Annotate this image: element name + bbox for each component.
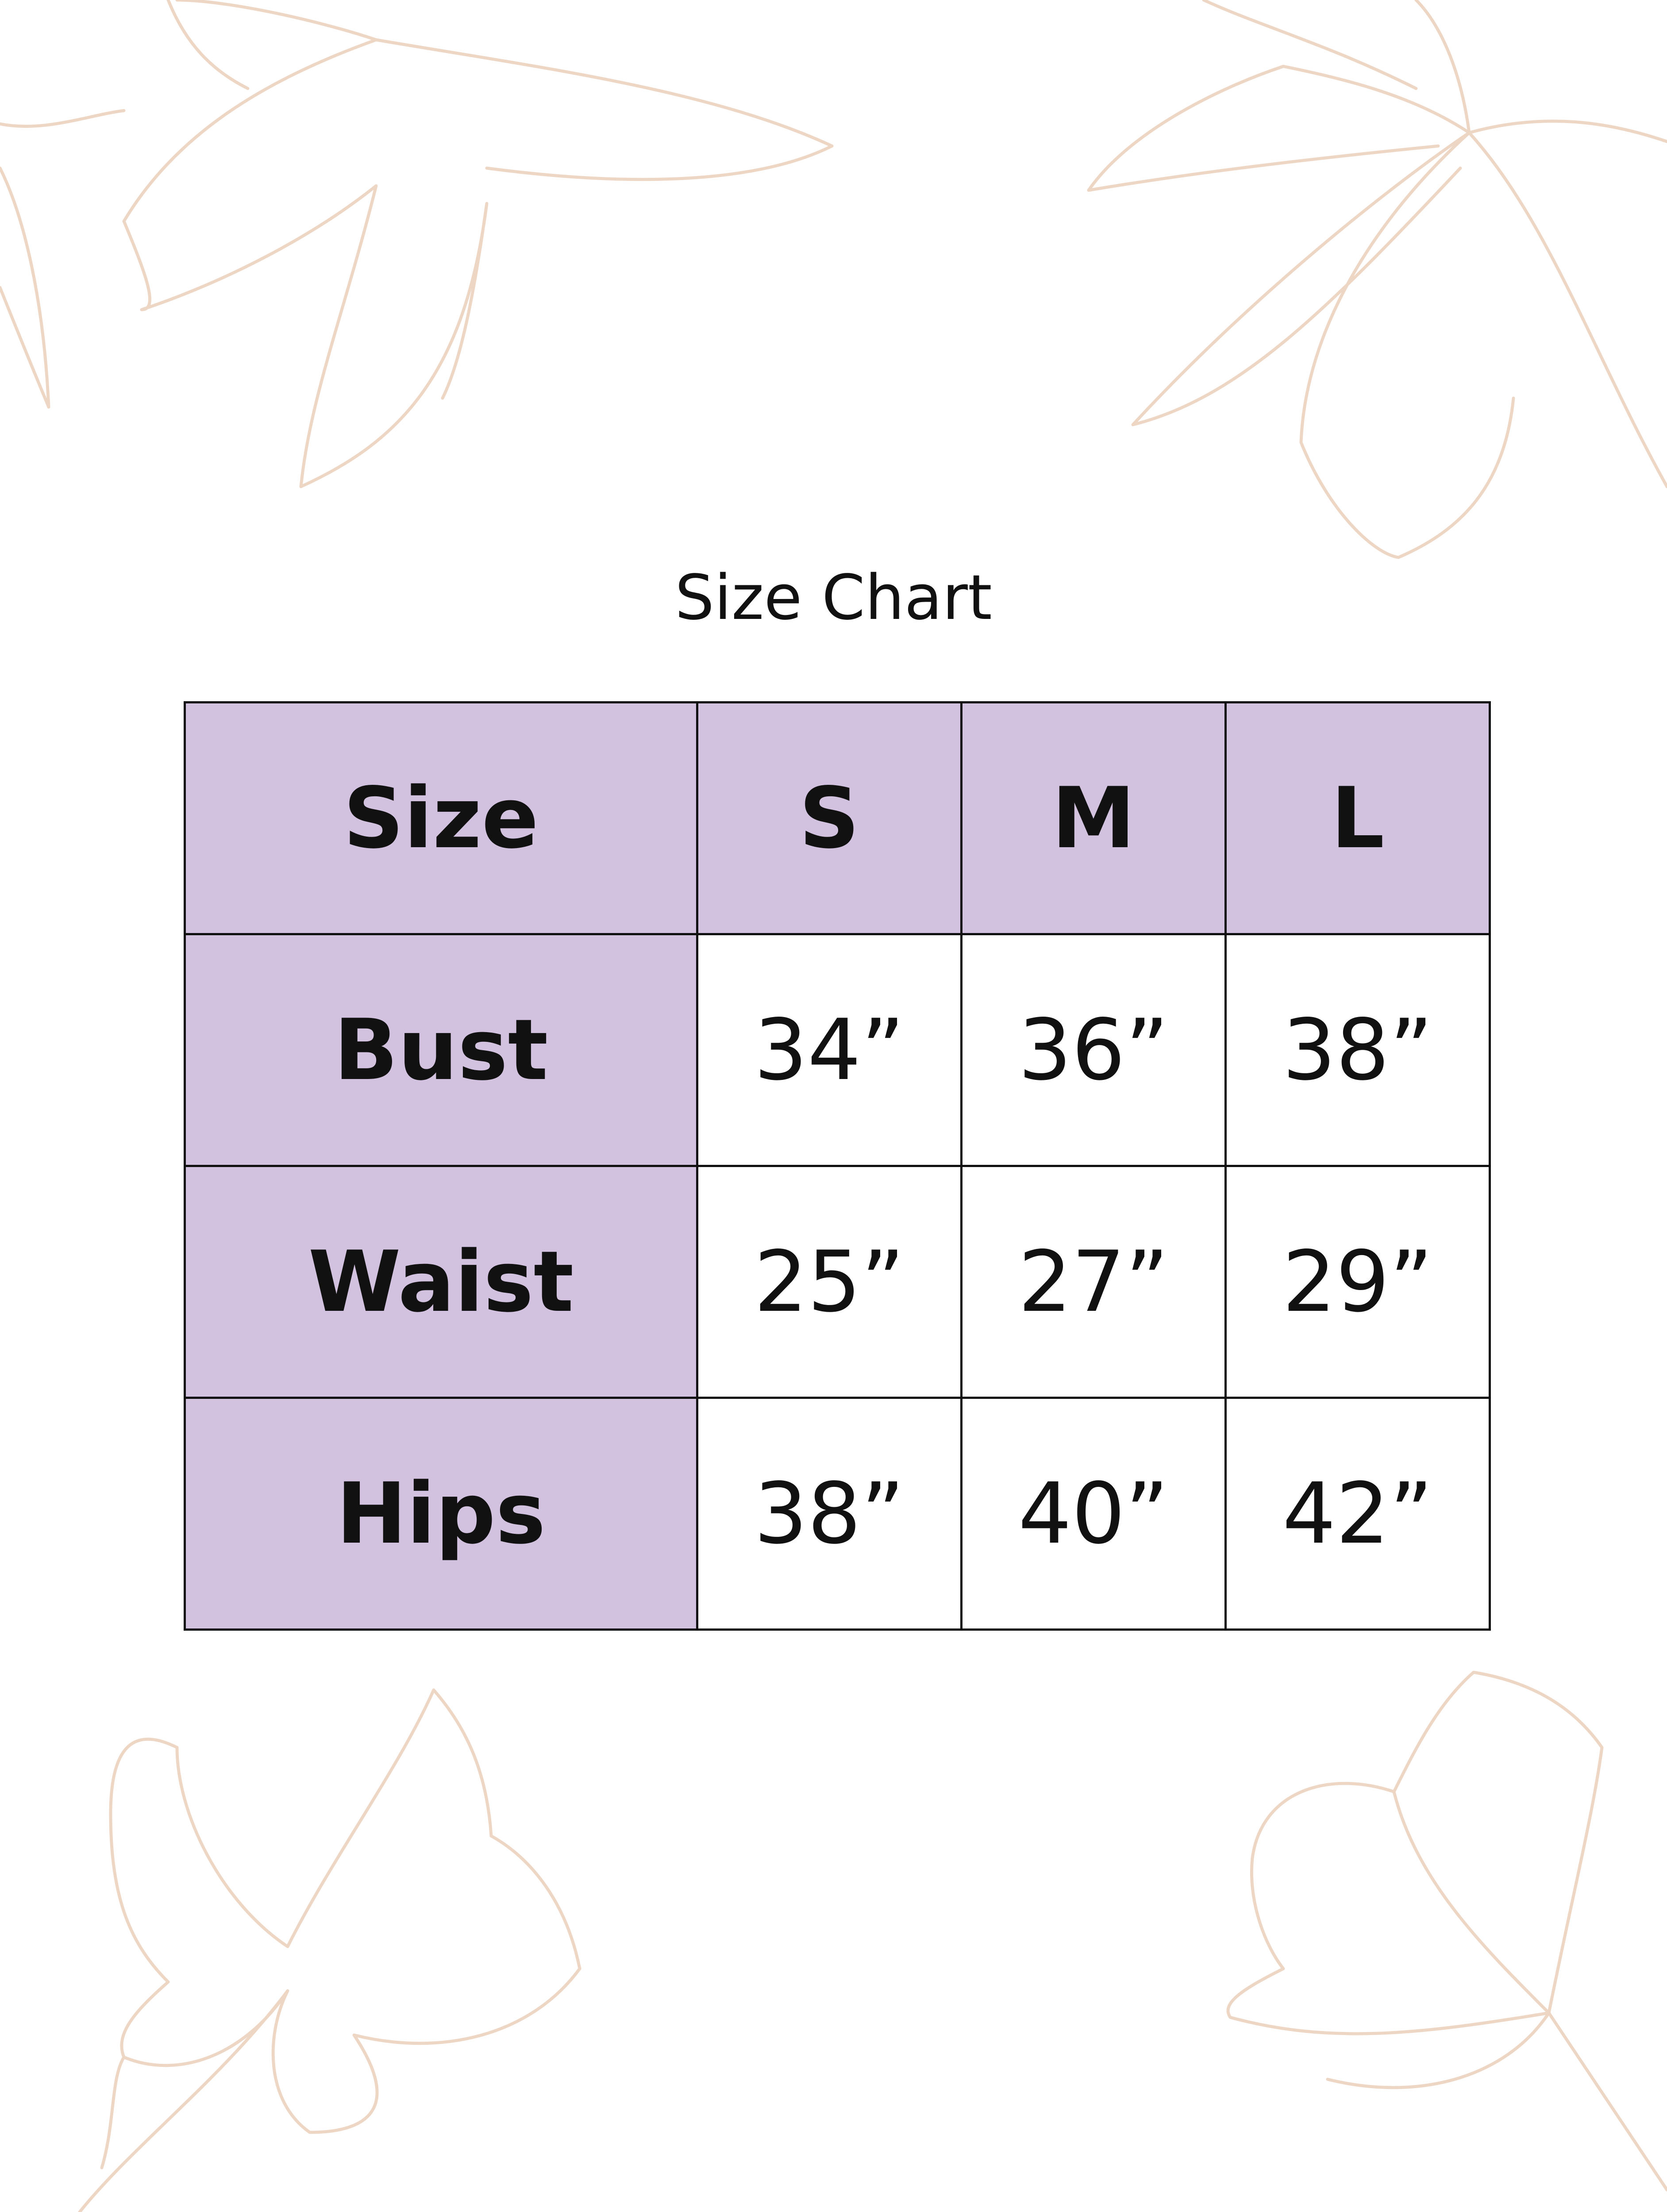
table-cell: 38”	[696, 1397, 962, 1631]
row-label: Hips	[184, 1397, 698, 1631]
header-cell: Size	[184, 701, 698, 935]
flower-top-right-icon	[1087, 0, 1667, 559]
table-cell: 29”	[1224, 1165, 1491, 1399]
table-row: Waist 25” 27” 29”	[184, 1165, 1491, 1399]
table-cell: 25”	[696, 1165, 962, 1399]
header-cell: L	[1224, 701, 1491, 935]
table-row: Hips 38” 40” 42”	[184, 1397, 1491, 1631]
table-cell: 38”	[1224, 933, 1491, 1167]
row-label: Bust	[184, 933, 698, 1167]
table-cell: 27”	[960, 1165, 1227, 1399]
table-header-row: Size S M L	[184, 701, 1491, 935]
flower-bottom-right-icon	[1226, 1671, 1667, 2192]
row-label: Waist	[184, 1165, 698, 1399]
page-title: Size Chart	[675, 562, 992, 634]
table-row: Bust 34” 36” 38”	[184, 933, 1491, 1167]
table-cell: 36”	[960, 933, 1227, 1167]
header-cell: S	[696, 701, 962, 935]
flower-bottom-left-icon	[78, 1688, 581, 2212]
table-cell: 40”	[960, 1397, 1227, 1631]
size-chart-table: Size S M L Bust 34” 36” 38” Waist 25” 27…	[184, 701, 1491, 1631]
header-cell: M	[960, 701, 1227, 935]
flower-top-left-icon	[0, 0, 834, 488]
table-cell: 42”	[1224, 1397, 1491, 1631]
table-cell: 34”	[696, 933, 962, 1167]
